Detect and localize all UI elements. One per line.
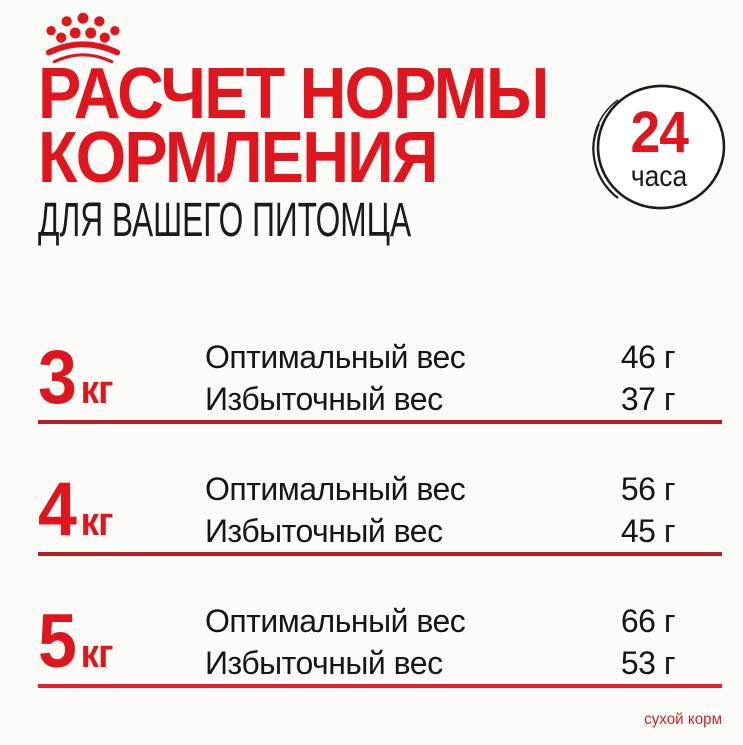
feeding-table: 3 кг Оптимальный вес Избыточный вес 46 г… bbox=[38, 336, 722, 688]
weight-value: 4 bbox=[38, 467, 77, 552]
table-row-5kg: 5 кг Оптимальный вес Избыточный вес 66 г… bbox=[38, 600, 722, 688]
weight-unit: кг bbox=[80, 368, 114, 412]
sketch-circle-icon bbox=[592, 84, 726, 210]
page-subtitle: ДЛЯ ВАШЕГО ПИТОМЦА bbox=[38, 194, 412, 247]
row-value-optimal: 66 г bbox=[620, 603, 676, 639]
table-row-4kg: 4 кг Оптимальный вес Избыточный вес 56 г… bbox=[38, 468, 722, 556]
row-label-excess: Избыточный вес bbox=[205, 513, 443, 549]
row-label-optimal: Оптимальный вес bbox=[205, 339, 466, 375]
row-value-optimal: 46 г bbox=[620, 339, 676, 375]
weight-unit: кг bbox=[80, 632, 114, 676]
row-label-optimal: Оптимальный вес bbox=[205, 471, 466, 507]
badge-unit: часа bbox=[630, 160, 688, 193]
row-value-excess: 37 г bbox=[620, 381, 676, 417]
weight-value: 3 bbox=[38, 335, 77, 420]
royal-canin-crown-icon bbox=[44, 12, 122, 68]
row-label-excess: Избыточный вес bbox=[205, 645, 443, 681]
badge-value: 24 bbox=[630, 100, 688, 165]
badge-24-hours: 24 часа bbox=[584, 80, 734, 220]
row-value-optimal: 56 г bbox=[620, 471, 676, 507]
row-value-excess: 45 г bbox=[620, 513, 676, 549]
row-label-excess: Избыточный вес bbox=[205, 381, 443, 417]
weight-value: 5 bbox=[38, 599, 77, 684]
title-line-2: КОРМЛЕНИЯ bbox=[38, 118, 439, 198]
food-type-note: сухой корм bbox=[644, 711, 722, 728]
weight-label: 3 кг bbox=[38, 340, 192, 416]
weight-unit: кг bbox=[80, 500, 114, 544]
page-title: РАСЧЕТ НОРМЫ КОРМЛЕНИЯ bbox=[38, 54, 549, 198]
row-label-optimal: Оптимальный вес bbox=[205, 603, 466, 639]
weight-label: 4 кг bbox=[38, 472, 192, 548]
table-row-3kg: 3 кг Оптимальный вес Избыточный вес 46 г… bbox=[38, 336, 722, 424]
weight-label: 5 кг bbox=[38, 604, 192, 680]
title-line-1: РАСЧЕТ НОРМЫ bbox=[38, 54, 549, 134]
row-value-excess: 53 г bbox=[620, 645, 676, 681]
